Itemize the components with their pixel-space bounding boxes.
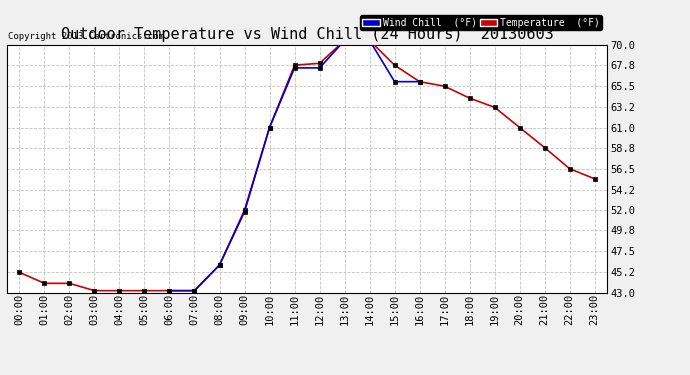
- Text: Copyright 2013 Cartronics.com: Copyright 2013 Cartronics.com: [8, 32, 164, 41]
- Title: Outdoor Temperature vs Wind Chill (24 Hours)  20130603: Outdoor Temperature vs Wind Chill (24 Ho…: [61, 27, 553, 42]
- Legend: Wind Chill  (°F), Temperature  (°F): Wind Chill (°F), Temperature (°F): [360, 15, 602, 30]
